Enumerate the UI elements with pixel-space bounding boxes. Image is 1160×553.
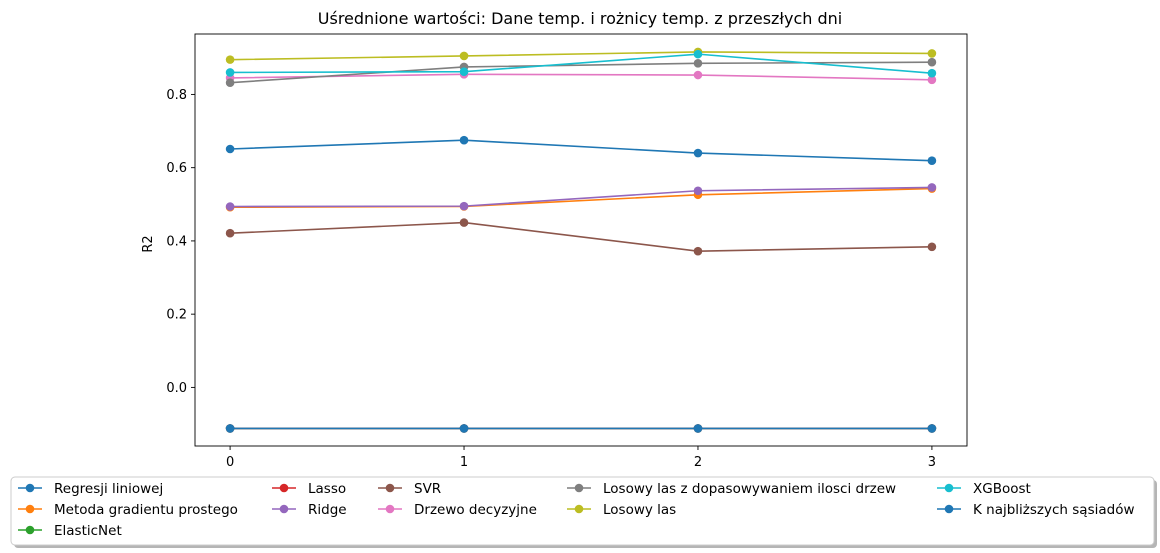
chart-title: Uśrednione wartości: Dane temp. i rożnic…: [318, 9, 842, 28]
y-tick-label-4: 0.8: [166, 88, 187, 103]
legend-marker-0: [25, 483, 35, 493]
legend-label-6: Drzewo decyzyjne: [414, 502, 537, 518]
data-point-s7-2: [693, 58, 703, 68]
data-point-s10-2: [693, 424, 703, 433]
data-point-s4-3: [927, 183, 937, 192]
legend-marker-1: [25, 504, 35, 514]
legend-marker-2: [25, 525, 35, 535]
data-point-s5-2: [693, 246, 703, 256]
legend-label-3: Lasso: [308, 481, 346, 497]
legend-label-7: Losowy las z dopasowywaniem ilosci drzew: [603, 481, 896, 497]
data-point-s10-3: [927, 424, 937, 433]
data-point-s8-0: [225, 55, 235, 64]
y-tick-label-2: 0.4: [166, 234, 187, 249]
data-point-s7-3: [927, 57, 937, 67]
legend-marker-8: [574, 504, 584, 514]
data-point-s9-3: [927, 68, 937, 78]
series-line-9: [230, 53, 932, 74]
series-line-5: [230, 221, 932, 252]
data-point-s6-2: [693, 70, 703, 80]
x-tick-label-1: 1: [460, 455, 468, 470]
data-point-s5-3: [927, 242, 937, 252]
plot-frame: [194, 33, 968, 447]
data-point-s5-1: [459, 218, 469, 227]
legend-label-4: Ridge: [308, 502, 347, 518]
x-tick-label-3: 3: [928, 455, 936, 470]
data-point-s9-1: [459, 67, 469, 77]
x-tick-label-2: 2: [694, 455, 702, 470]
data-point-s7-0: [225, 78, 235, 88]
legend-marker-5: [385, 483, 395, 493]
data-point-s9-0: [225, 68, 235, 77]
data-point-s4-1: [459, 201, 469, 211]
data-point-s10-0: [225, 424, 235, 433]
legend-marker-9: [944, 483, 954, 493]
data-point-s4-2: [693, 186, 703, 196]
data-point-s4-0: [225, 202, 235, 211]
data-point-s10-1: [459, 424, 469, 433]
data-point-s0-3: [927, 156, 937, 166]
data-point-s8-1: [459, 51, 469, 61]
series-line-8: [230, 51, 932, 61]
series-line-0: [230, 139, 932, 162]
series-line-7: [230, 61, 932, 84]
series-line-6: [230, 73, 932, 81]
y-axis-label: R2: [141, 235, 156, 252]
legend-label-0: Regresji liniowej: [54, 481, 163, 497]
legend-label-8: Losowy las: [603, 502, 676, 518]
data-point-s0-1: [459, 135, 469, 145]
y-tick-label-0: 0.0: [166, 381, 187, 396]
series-line-4: [230, 186, 932, 208]
data-point-s6-3: [927, 75, 937, 85]
data-point-s8-3: [927, 49, 937, 58]
legend-label-2: ElasticNet: [54, 523, 122, 539]
legend-marker-10: [944, 504, 954, 514]
legend-label-10: K najbliższych sąsiadów: [973, 502, 1135, 518]
data-point-s0-0: [225, 144, 235, 154]
data-point-s5-0: [225, 228, 235, 238]
x-tick-label-0: 0: [226, 455, 234, 470]
legend-marker-7: [574, 483, 584, 493]
legend-marker-4: [279, 504, 289, 514]
data-point-s0-2: [693, 148, 703, 158]
legend-marker-6: [385, 504, 395, 514]
data-point-s9-2: [693, 49, 703, 59]
legend-label-1: Metoda gradientu prostego: [54, 502, 238, 518]
legend-label-5: SVR: [414, 481, 441, 497]
legend-label-9: XGBoost: [973, 481, 1031, 497]
y-tick-label-3: 0.6: [166, 161, 187, 176]
y-tick-label-1: 0.2: [166, 308, 187, 323]
legend-marker-3: [279, 483, 289, 493]
